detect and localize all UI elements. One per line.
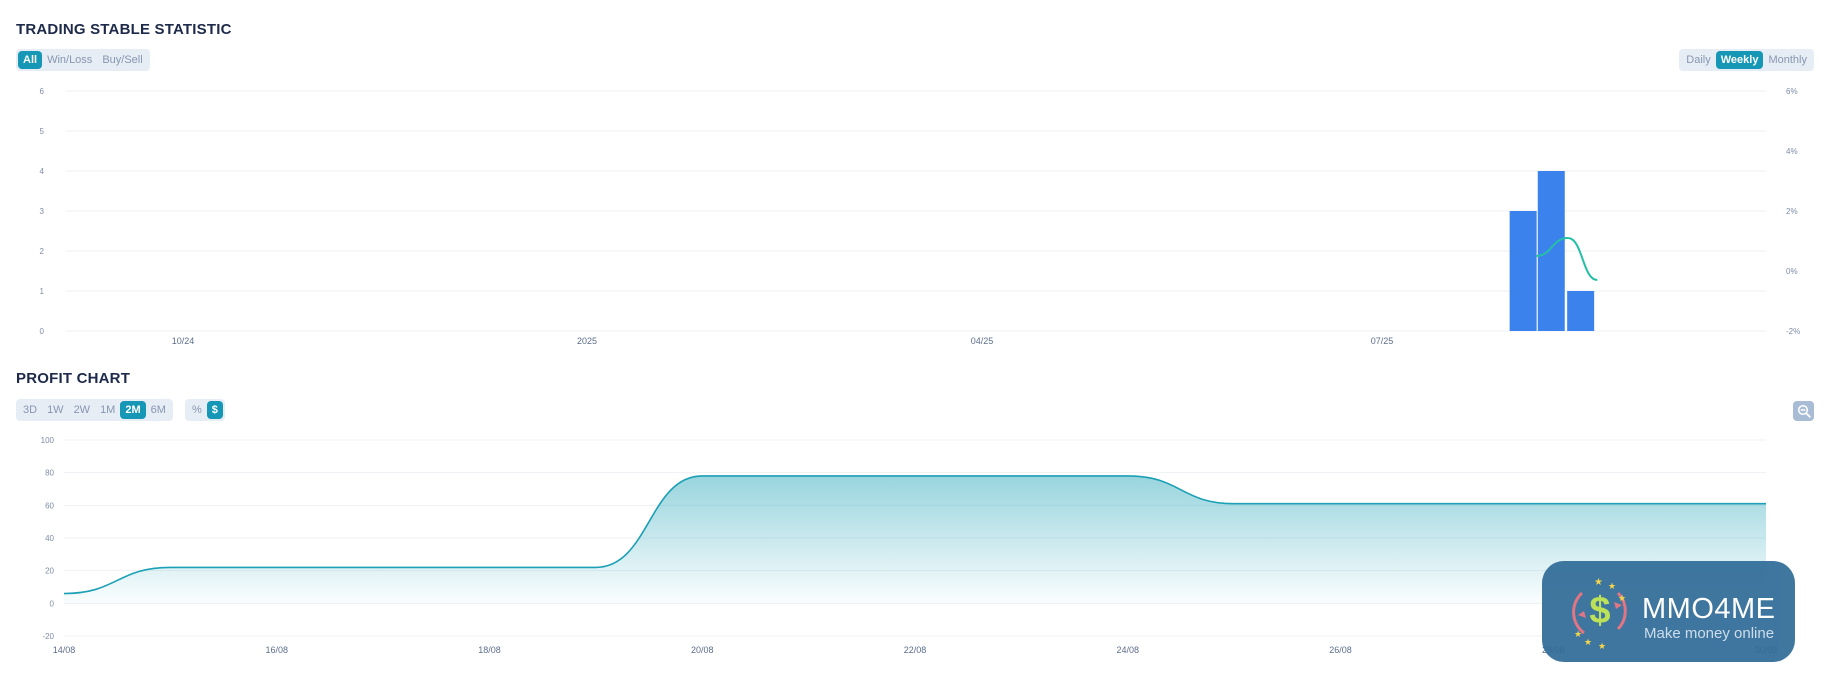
svg-text:★: ★ [1618, 593, 1626, 603]
profit-x-tick-label: 24/08 [1116, 645, 1139, 655]
stat-chart-grid [66, 90, 1766, 332]
watermark-tagline: Make money online [1644, 625, 1775, 642]
profit-y-tick-label: 20 [45, 567, 54, 576]
filter-buysell-button[interactable]: Buy/Sell [102, 54, 143, 66]
profit-x-tick-label: 18/08 [478, 645, 501, 655]
stat-section-title: TRADING STABLE STATISTIC [16, 21, 232, 38]
stat-y-tick-label: 5 [40, 127, 45, 136]
stat-y2-tick-label: 4% [1786, 147, 1798, 156]
unit-toggle-group: % $ [185, 399, 225, 421]
range-6m-button[interactable]: 6M [150, 404, 166, 416]
filter-all-button[interactable]: All [18, 51, 43, 69]
profit-x-tick-label: 26/08 [1329, 645, 1352, 655]
profit-y-tick-label: 60 [45, 501, 54, 510]
svg-text:$: $ [1589, 590, 1610, 632]
svg-text:★: ★ [1608, 581, 1616, 591]
stat-bar [1567, 291, 1595, 331]
stat-y-tick-label: 4 [40, 167, 45, 176]
period-toggle-group: Daily Weekly Monthly [1679, 49, 1814, 71]
stat-bar [1537, 171, 1565, 331]
stat-chart-right-axis: -2% 0% 2% 4% 6% [1786, 87, 1800, 336]
unit-percent-button[interactable]: % [192, 404, 202, 416]
profit-chart-y-axis: -20 0 20 40 60 80 100 [41, 436, 55, 641]
range-2w-button[interactable]: 2W [73, 404, 91, 416]
stat-y-tick-label: 1 [40, 287, 45, 296]
stat-y2-tick-label: 0% [1786, 267, 1798, 276]
stat-x-tick-label: 07/25 [1371, 336, 1394, 346]
profit-x-tick-label: 16/08 [265, 645, 288, 655]
profit-chart-x-axis: 14/0816/0818/0820/0822/0824/0826/0828/08… [53, 645, 1778, 655]
watermark-brand: MMO4ME [1642, 593, 1776, 625]
profit-area-fill [64, 475, 1766, 604]
stat-y-tick-label: 6 [40, 87, 45, 96]
profit-y-tick-label: 0 [50, 599, 55, 608]
profit-y-tick-label: 100 [41, 436, 55, 445]
profit-y-tick-label: 40 [45, 534, 54, 543]
period-daily-button[interactable]: Daily [1686, 54, 1711, 66]
stat-y2-tick-label: 6% [1786, 87, 1798, 96]
stat-y2-tick-label: 2% [1786, 207, 1798, 216]
zoom-out-icon [1797, 404, 1811, 418]
range-3d-button[interactable]: 3D [23, 404, 38, 416]
unit-dollar-button[interactable]: $ [206, 401, 223, 419]
stat-x-tick-label: 2025 [577, 336, 597, 346]
filter-toggle-group: All Win/Loss Buy/Sell [16, 49, 150, 71]
profit-y-tick-label: 80 [45, 469, 54, 478]
svg-text:★: ★ [1574, 629, 1582, 639]
stat-chart-left-axis: 0 1 2 3 4 5 6 [40, 87, 45, 336]
stat-bar [1509, 211, 1537, 331]
dollar-cycle-logo-icon: $ ★ ★ ★ ★ ★ ★ [1572, 577, 1627, 651]
profit-chart: -20 0 20 40 60 80 100 14/08 16/08 18/08 20/08 22/0… [41, 436, 1778, 655]
trading-statistic-chart: 0 1 2 3 4 5 6 -2% 0% 2% 4% 6% 10/24 2025 04/25 07/25 [40, 87, 1801, 346]
profit-x-tick-label: 14/08 [53, 645, 76, 655]
period-weekly-button[interactable]: Weekly [1715, 51, 1764, 69]
stat-chart-x-axis: 10/24 2025 04/25 07/25 [172, 336, 1394, 346]
period-monthly-button[interactable]: Monthly [1768, 54, 1807, 66]
svg-text:★: ★ [1594, 577, 1603, 588]
profit-line [63, 475, 1767, 595]
stat-chart-bars [1509, 171, 1595, 331]
profit-x-tick-label: 22/08 [904, 645, 927, 655]
stat-y2-tick-label: -2% [1786, 327, 1800, 336]
stat-x-tick-label: 10/24 [172, 336, 195, 346]
svg-text:★: ★ [1584, 637, 1592, 647]
stat-x-tick-label: 04/25 [971, 336, 994, 346]
stat-y-tick-label: 0 [40, 327, 45, 336]
watermark-badge: $ ★ ★ ★ ★ ★ ★ MMO4ME Make money online [1542, 561, 1795, 662]
range-2m-button[interactable]: 2M [120, 401, 146, 419]
stat-chart-percent-line [1535, 236, 1598, 281]
profit-x-tick-label: 20/08 [691, 645, 714, 655]
filter-winloss-button[interactable]: Win/Loss [47, 54, 93, 66]
zoom-out-button[interactable] [1793, 401, 1814, 421]
range-1w-button[interactable]: 1W [47, 404, 64, 416]
svg-text:★: ★ [1598, 641, 1606, 651]
stat-y-tick-label: 2 [40, 247, 45, 256]
profit-section-title: PROFIT CHART [16, 370, 131, 387]
profit-y-tick-label: -20 [42, 632, 54, 641]
stat-y-tick-label: 3 [40, 207, 45, 216]
range-1m-button[interactable]: 1M [100, 404, 116, 416]
range-toggle-group: 3D 1W 2W 1M 2M 6M [16, 399, 173, 421]
